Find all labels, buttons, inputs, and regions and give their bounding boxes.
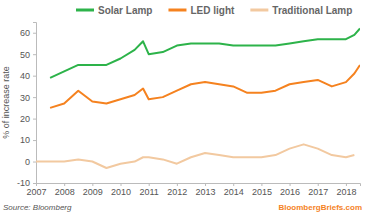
legend-swatch	[76, 9, 94, 12]
x-tick: 2018	[336, 183, 356, 197]
x-tick-mark	[177, 183, 178, 186]
y-tick: 30	[20, 93, 36, 103]
x-tick: 2012	[167, 183, 187, 197]
y-tick-mark	[33, 76, 36, 77]
x-tick-mark	[36, 183, 37, 186]
legend-swatch	[168, 9, 186, 12]
x-tick: 2011	[140, 183, 159, 197]
y-tick: 40	[20, 71, 36, 81]
legend-item: Traditional Lamp	[250, 5, 352, 16]
x-axis: 2007 2008 2009 2010 2011 2012 2013 2014 2015 2016…	[26, 183, 360, 197]
y-tick-mark	[33, 140, 36, 141]
legend-label: LED light	[190, 5, 235, 16]
legend-item: LED light	[168, 5, 235, 16]
x-tick-mark	[346, 183, 347, 186]
x-tick-label: 2018	[336, 187, 356, 197]
y-tick: 50	[20, 50, 36, 60]
series-line	[50, 28, 360, 77]
legend-label: Solar Lamp	[98, 5, 152, 16]
legend-swatch	[250, 9, 268, 12]
y-tick-label: 0	[25, 157, 30, 167]
x-tick: 2009	[83, 183, 103, 197]
y-tick: 0	[25, 157, 36, 167]
y-tick-label: 60	[20, 28, 30, 38]
x-tick-label: 2008	[55, 187, 75, 197]
y-tick-mark	[33, 54, 36, 55]
x-tick-mark	[121, 183, 122, 186]
x-tick-label: 2012	[167, 187, 187, 197]
x-tick-label: 2017	[308, 187, 328, 197]
x-tick-mark	[64, 183, 65, 186]
source: Source: Bloomberg	[3, 203, 72, 212]
series-line	[36, 144, 354, 168]
y-tick-mark	[33, 162, 36, 163]
x-tick-label: 2011	[140, 187, 159, 197]
y-tick-label: 10	[20, 135, 30, 145]
x-tick: 2007	[26, 183, 46, 197]
x-tick-label: 2007	[26, 187, 46, 197]
legend-label: Traditional Lamp	[272, 5, 352, 16]
x-tick: 2013	[196, 183, 216, 197]
chart: -100102030405060200720082009201020112012…	[0, 0, 366, 213]
x-tick: 2008	[55, 183, 75, 197]
x-tick-label: 2013	[196, 187, 216, 197]
x-tick-label: 2016	[280, 187, 300, 197]
x-tick: 2017	[308, 183, 328, 197]
y-tick-mark	[33, 119, 36, 120]
y-tick-label: 20	[20, 114, 30, 124]
y-tick-mark	[33, 33, 36, 34]
series-line	[50, 65, 360, 108]
x-tick-mark	[92, 183, 93, 186]
y-tick-mark	[33, 97, 36, 98]
credit: BloombergBriefs.com	[278, 203, 362, 212]
x-tick: 2016	[280, 183, 300, 197]
y-tick: 60	[20, 28, 36, 38]
y-axis-title: % of increase rate	[1, 66, 11, 139]
legend: Solar Lamp LED light Traditional Lamp	[76, 5, 352, 16]
y-tick-label: 30	[20, 93, 30, 103]
y-tick: 10	[20, 135, 36, 145]
y-tick-label: 40	[20, 71, 30, 81]
y-axis-line	[33, 23, 37, 184]
y-tick-label: 50	[20, 50, 30, 60]
x-tick-label: 2014	[224, 187, 244, 197]
x-tick-mark	[290, 183, 291, 186]
legend-item: Solar Lamp	[76, 5, 152, 16]
x-tick-mark	[261, 183, 262, 186]
x-tick: 2015	[252, 183, 272, 197]
y-axis: -100102030405060	[17, 23, 37, 189]
x-tick-mark	[233, 183, 234, 186]
x-tick-label: 2015	[252, 187, 272, 197]
x-axis-line	[37, 184, 361, 187]
plot-area	[36, 28, 360, 168]
x-tick-mark	[318, 183, 319, 186]
x-tick: 2010	[111, 183, 131, 197]
y-tick: 20	[20, 114, 36, 124]
y-tick-mark	[33, 183, 36, 184]
x-tick-mark	[149, 183, 150, 186]
x-tick-label: 2009	[83, 187, 103, 197]
x-tick-label: 2010	[111, 187, 131, 197]
x-tick-mark	[205, 183, 206, 186]
x-tick: 2014	[224, 183, 244, 197]
